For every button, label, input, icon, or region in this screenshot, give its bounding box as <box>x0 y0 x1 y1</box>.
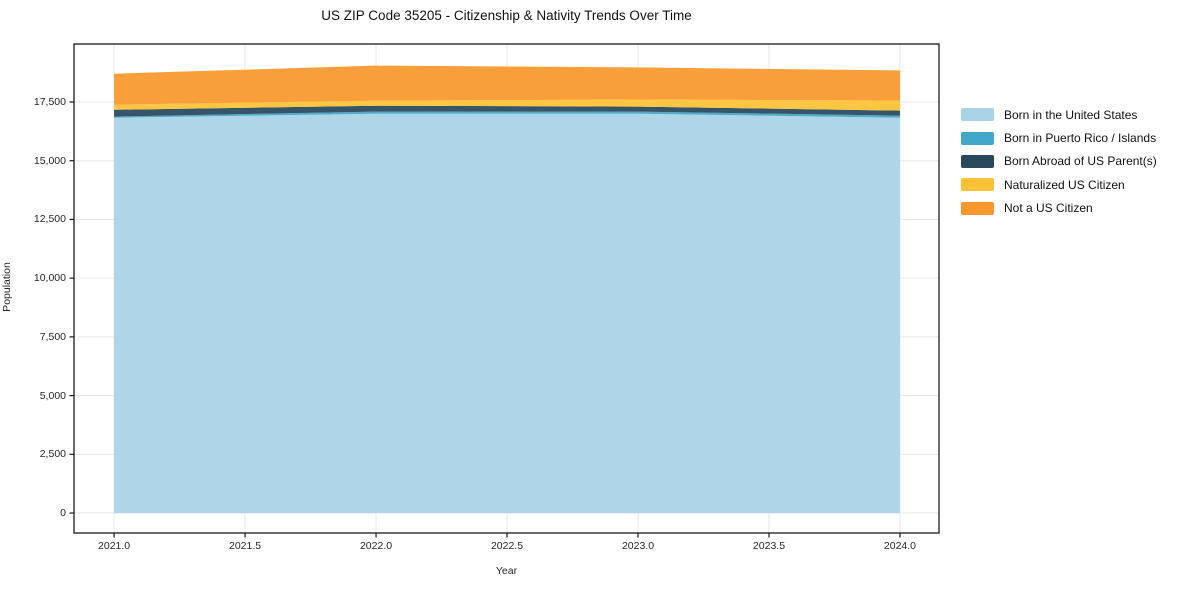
legend-label: Born Abroad of US Parent(s) <box>1004 154 1157 169</box>
legend-item-born-in-the-united-states: Born in the United States <box>961 103 1157 126</box>
y-tick-label: 17,500 <box>33 96 66 108</box>
y-tick-label: 2,500 <box>39 448 66 461</box>
x-tick-label: 2022.5 <box>490 540 524 552</box>
area-born-in-puerto-rico-islands <box>114 111 900 118</box>
legend: Born in the United States Born in Puerto … <box>961 103 1157 220</box>
x-tick-label: 2023.5 <box>752 540 786 552</box>
legend-swatch-icon <box>961 201 994 215</box>
area-born-in-the-united-states <box>114 113 900 514</box>
y-tick-label: 0 <box>60 507 66 520</box>
x-tick-label: 2023.0 <box>621 540 655 552</box>
y-tick-label: 15,000 <box>33 154 66 167</box>
x-tick-label: 2022.0 <box>359 540 393 552</box>
legend-item-born-abroad-of-us-parent-s: Born Abroad of US Parent(s) <box>961 150 1157 173</box>
chart-title: US ZIP Code 35205 - Citizenship & Nativi… <box>321 8 692 23</box>
area-born-abroad-of-us-parent-s <box>114 105 900 117</box>
x-axis-label: Year <box>495 565 518 577</box>
x-tick-label: 2021.0 <box>98 540 131 552</box>
legend-swatch-icon <box>961 108 994 122</box>
area-naturalized-us-citizen <box>114 99 900 111</box>
legend-label: Not a US Citizen <box>1004 201 1093 216</box>
legend-item-naturalized-us-citizen: Naturalized US Citizen <box>961 173 1157 196</box>
legend-swatch-icon <box>961 131 994 145</box>
area-not-a-us-citizen <box>114 65 900 105</box>
legend-label: Born in the United States <box>1004 107 1138 122</box>
legend-swatch-icon <box>961 154 994 168</box>
legend-label: Born in Puerto Rico / Islands <box>1004 131 1157 146</box>
y-tick-label: 10,000 <box>33 272 66 285</box>
legend-item-born-in-puerto-rico-islands: Born in Puerto Rico / Islands <box>961 126 1157 149</box>
legend-swatch-icon <box>961 178 994 192</box>
legend-item-not-a-us-citizen: Not a US Citizen <box>961 197 1157 220</box>
x-tick-label: 2021.5 <box>228 540 262 552</box>
y-tick-label: 12,500 <box>33 213 66 226</box>
y-tick-label: 5,000 <box>39 389 66 402</box>
y-axis-label: Population <box>1 262 13 312</box>
legend-label: Naturalized US Citizen <box>1004 177 1125 192</box>
y-tick-label: 7,500 <box>39 330 66 343</box>
x-tick-label: 2024.0 <box>883 540 917 552</box>
